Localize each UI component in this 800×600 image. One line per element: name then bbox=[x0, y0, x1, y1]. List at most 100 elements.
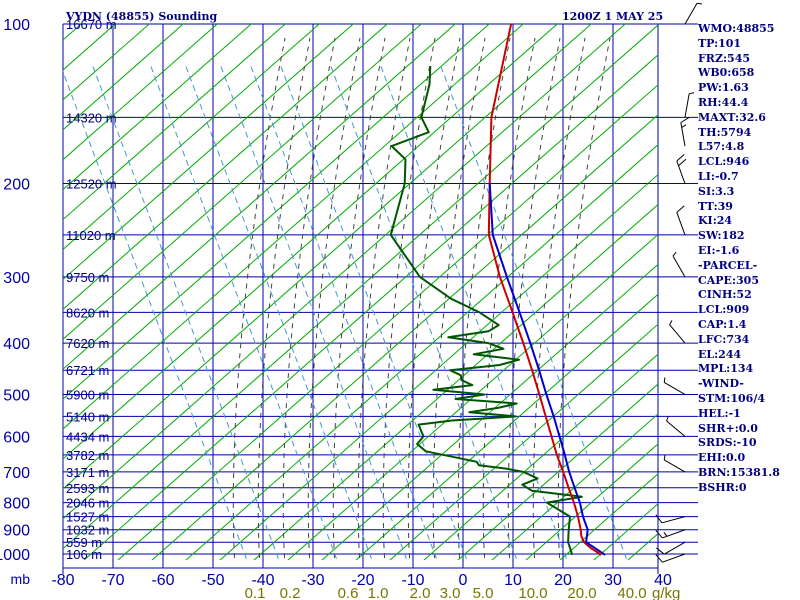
wind-barb-staff bbox=[663, 382, 686, 395]
dry-adiabat-line bbox=[63, 24, 218, 161]
dry-adiabat-line bbox=[287, 233, 658, 560]
temperature-tick-label: 40 bbox=[654, 572, 672, 589]
dry-adiabat-line bbox=[151, 114, 658, 560]
height-label: 2593 m bbox=[66, 481, 109, 496]
pressure-tick-label: 200 bbox=[3, 177, 30, 194]
index-line: BSHR:0 bbox=[698, 480, 747, 494]
pressure-tick-label: 500 bbox=[3, 387, 30, 404]
wind-barb-half bbox=[666, 416, 669, 422]
temperature-tick-label: 0 bbox=[459, 572, 468, 589]
wind-barb-staff bbox=[672, 255, 686, 278]
height-label: 1527 m bbox=[66, 510, 109, 525]
height-label: 5140 m bbox=[66, 409, 109, 424]
wind-barb-flag bbox=[656, 547, 665, 555]
wind-barb-flag bbox=[676, 154, 685, 162]
wind-barb-half bbox=[696, 2, 703, 5]
mixing-ratio-label: 3.0 bbox=[440, 585, 461, 600]
dry-adiabat-line bbox=[63, 24, 286, 221]
temperature-tick-label: -80 bbox=[51, 572, 74, 589]
moist-adiabat-line bbox=[507, 37, 561, 560]
dry-adiabat-line bbox=[63, 24, 558, 460]
pressure-tick-label: 400 bbox=[3, 336, 30, 353]
wind-barb-half bbox=[663, 454, 666, 460]
temperature-tick-label: -30 bbox=[301, 572, 324, 589]
index-line: TH:5794 bbox=[698, 125, 752, 139]
height-label: 2046 m bbox=[66, 496, 109, 511]
index-line: LFC:734 bbox=[698, 332, 750, 346]
wind-barb-flag bbox=[676, 205, 685, 213]
moist-adiabat-line bbox=[232, 37, 286, 560]
index-line: HEL:-1 bbox=[698, 406, 741, 420]
index-line: LCL:946 bbox=[698, 155, 750, 169]
dry-adiabat-line bbox=[63, 24, 184, 131]
moist-adiabat-line bbox=[457, 37, 511, 560]
index-line: WB0:658 bbox=[698, 66, 755, 80]
index-line: KI:24 bbox=[698, 214, 733, 228]
height-label: 3782 m bbox=[66, 448, 109, 463]
dry-adiabat-line bbox=[63, 24, 456, 370]
pressure-tick-label: 1000 bbox=[0, 547, 30, 564]
dry-adiabat-line bbox=[63, 24, 592, 490]
dry-adiabat-line bbox=[63, 24, 422, 340]
index-line: STM:106/4 bbox=[698, 391, 765, 405]
index-line: LI:-0.7 bbox=[698, 169, 739, 183]
wind-barb-flag bbox=[655, 554, 663, 563]
dry-adiabat-line bbox=[63, 24, 658, 550]
temperature-tick-label: -70 bbox=[101, 572, 124, 589]
dry-adiabat-line bbox=[389, 323, 658, 560]
height-label: 9750 m bbox=[66, 270, 109, 285]
pressure-tick-label: 800 bbox=[3, 496, 30, 513]
index-line: TP:101 bbox=[698, 36, 742, 50]
index-line: CINH:52 bbox=[698, 288, 752, 302]
dry-adiabat-line bbox=[253, 203, 658, 560]
height-label: 14320 m bbox=[66, 110, 117, 125]
height-label: 1032 m bbox=[66, 523, 109, 538]
wind-barb-staff bbox=[666, 420, 686, 437]
axis-labels: 1002003004005006007008009001000mb16670 m… bbox=[0, 17, 680, 600]
index-line: PW:1.63 bbox=[698, 81, 749, 95]
moist-adiabat-line bbox=[282, 37, 336, 560]
mixing-ratio-label: 2.0 bbox=[410, 585, 431, 600]
index-line: -WIND- bbox=[698, 377, 744, 391]
height-label: 7620 m bbox=[66, 336, 109, 351]
temperature-tick-label: 20 bbox=[554, 572, 572, 589]
parcel-line bbox=[488, 183, 606, 556]
dry-adiabat-line bbox=[491, 413, 658, 560]
height-label: 5900 m bbox=[66, 387, 109, 402]
mixing-ratio-label: 0.1 bbox=[245, 585, 266, 600]
moist-adiabat-line bbox=[357, 37, 411, 560]
mixing-unit-label: g/kg bbox=[652, 585, 680, 600]
dry-adiabat-line bbox=[63, 24, 354, 281]
dry-adiabat-line bbox=[559, 473, 658, 560]
temperature-tick-label: -20 bbox=[351, 572, 374, 589]
wind-barb-staff bbox=[684, 2, 698, 25]
dry-adiabat-line bbox=[63, 24, 388, 310]
wind-barb-staff bbox=[661, 516, 686, 524]
height-label: 3171 m bbox=[66, 465, 109, 480]
dry-adiabat-line bbox=[321, 263, 658, 560]
moist-adiabat-line bbox=[407, 37, 461, 560]
temperature-tick-label: 10 bbox=[504, 572, 522, 589]
wind-barb-flag bbox=[655, 514, 663, 524]
wind-barb-staff bbox=[676, 212, 686, 236]
index-line: SRDS:-10 bbox=[698, 436, 757, 450]
wind-barb-staff bbox=[663, 459, 686, 473]
wind-barb-staff bbox=[669, 324, 686, 344]
height-label: 559 m bbox=[66, 535, 102, 550]
moist-adiabat-line bbox=[332, 37, 386, 560]
moist-adiabat-line bbox=[382, 37, 436, 560]
wind-barb-half bbox=[681, 124, 687, 128]
height-label: 11020 m bbox=[66, 228, 116, 243]
index-line: SI:3.3 bbox=[698, 184, 735, 198]
moist-adiabats bbox=[232, 37, 611, 560]
mixing-ratio-label: 20.0 bbox=[567, 585, 596, 600]
temperature-tick-label: -50 bbox=[201, 572, 224, 589]
pressure-tick-label: 900 bbox=[3, 523, 30, 540]
pressure-tick-label: 300 bbox=[3, 270, 30, 287]
index-line: MPL:134 bbox=[698, 362, 754, 376]
index-line: MAXT:32.6 bbox=[698, 110, 766, 124]
index-line: -PARCEL- bbox=[698, 258, 758, 272]
index-line: RH:44.4 bbox=[698, 95, 749, 109]
dry-adiabat-line bbox=[63, 24, 252, 191]
